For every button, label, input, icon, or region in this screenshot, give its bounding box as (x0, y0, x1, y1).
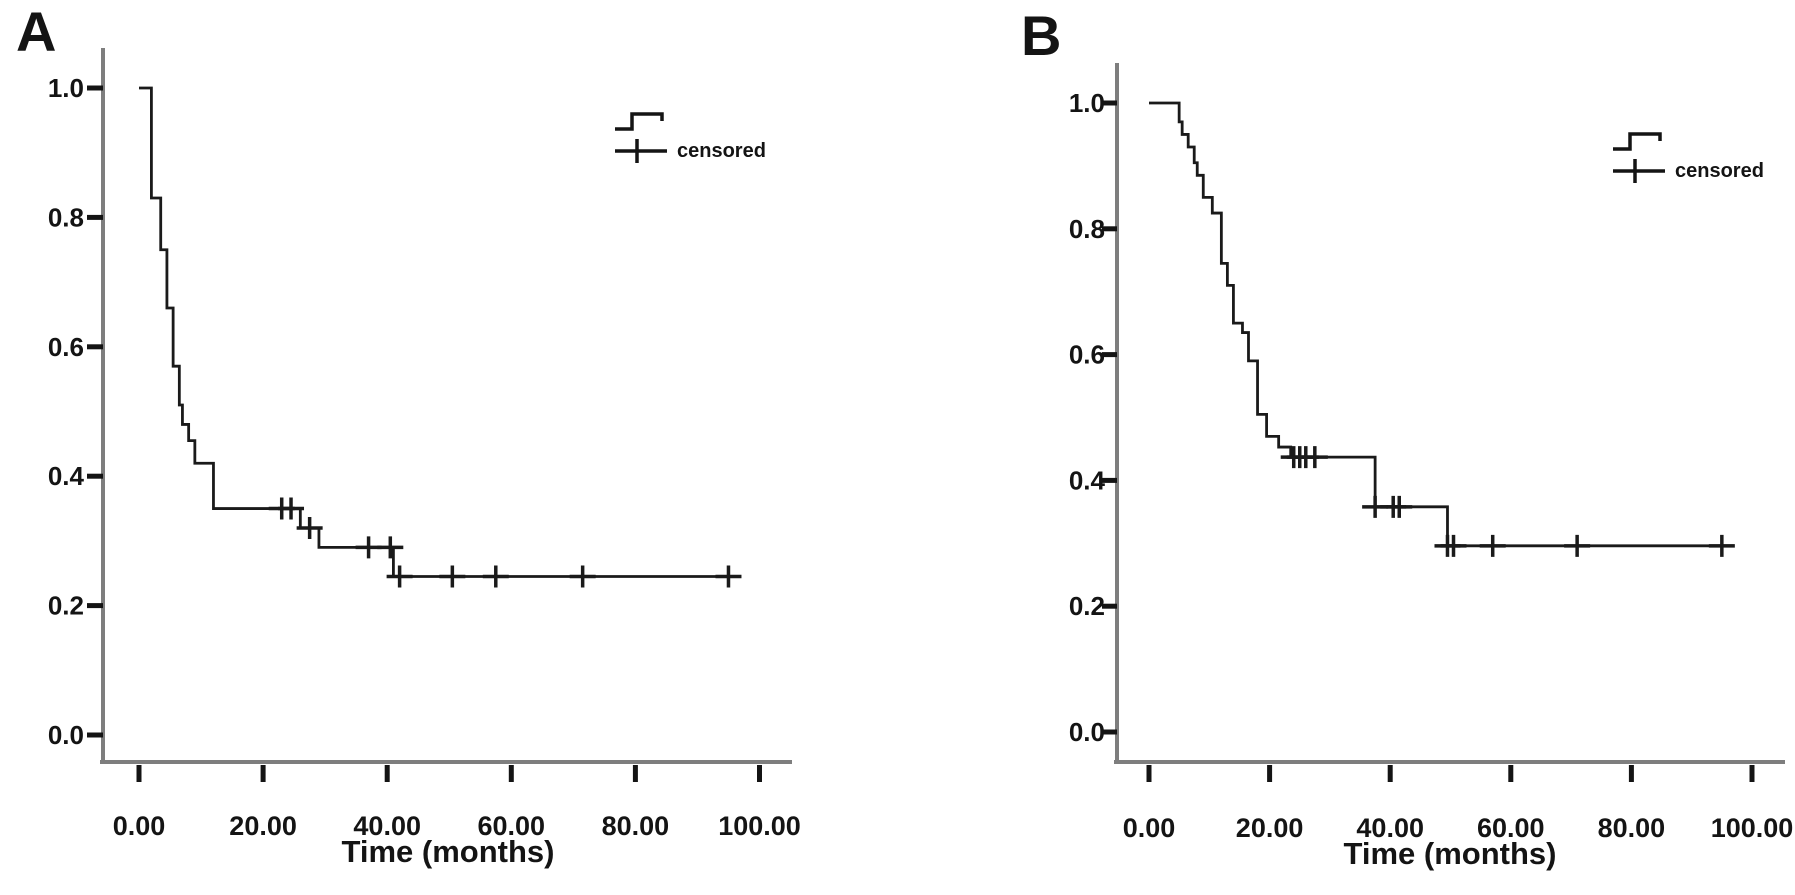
censored-plus-icon (1613, 159, 1665, 183)
y-tick-label: 0.8 (48, 202, 84, 232)
y-tick-label: 0.8 (1069, 214, 1105, 244)
panel-b-x-axis-title: Time (months) (1343, 836, 1557, 871)
y-tick-label: 0.6 (1069, 340, 1105, 370)
y-tick-label: 0.0 (1069, 717, 1105, 747)
censored-mark (1386, 495, 1413, 518)
y-tick-label: 0.2 (48, 591, 84, 621)
y-tick-label: 0.6 (48, 332, 84, 362)
x-tick-label: 40.00 (353, 811, 421, 841)
censored-mark (569, 565, 596, 588)
x-tick-label: 80.00 (1598, 813, 1666, 843)
survival-line-glyph-icon (1613, 132, 1662, 151)
survival-line-glyph-icon (615, 112, 664, 131)
legend-survival-line-row (1610, 126, 1764, 156)
panel-a-label: A (16, 0, 58, 63)
censored-mark (439, 565, 466, 588)
censored-mark (715, 565, 742, 588)
censored-mark (1564, 534, 1591, 557)
panel-a-x-axis-title: Time (months) (341, 834, 555, 869)
censored-mark (482, 565, 509, 588)
panel-b: B 1.0 0.8 0.6 0.4 0.2 0.0 0.00 20.00 40.00 60.00 8… (995, 0, 1795, 895)
censored-mark (278, 497, 305, 520)
legend-censored-row: censored (612, 136, 766, 166)
x-tick-label: 20.00 (229, 811, 297, 841)
y-tick-label: 1.0 (48, 73, 84, 103)
y-tick-label: 0.4 (48, 461, 85, 491)
panel-b-legend: censored (1610, 126, 1764, 186)
y-tick-label: 0.2 (1069, 591, 1105, 621)
censored-plus-icon (615, 139, 667, 163)
x-tick-label: 20.00 (1236, 813, 1304, 843)
x-tick-label: 80.00 (602, 811, 670, 841)
censored-mark (296, 516, 323, 539)
censored-mark (1479, 534, 1506, 557)
censored-label: censored (677, 139, 766, 162)
x-tick-label: 40.00 (1356, 813, 1424, 843)
x-tick-label: 60.00 (1477, 813, 1545, 843)
censored-mark (1440, 534, 1467, 557)
y-tick-label: 1.0 (1069, 88, 1105, 118)
y-tick-label: 0.4 (1069, 465, 1106, 495)
panel-a: A 1.0 0.8 0.6 0.4 0.2 0.0 0.00 20.00 40.00 60.00 8… (0, 0, 800, 895)
x-tick-label: 60.00 (478, 811, 546, 841)
panel-b-label: B (1021, 4, 1063, 67)
y-tick-label: 0.0 (48, 720, 84, 750)
censored-mark (377, 536, 404, 559)
panel-a-legend: censored (612, 106, 766, 166)
panel-a-survival-plot: 1.0 0.8 0.6 0.4 0.2 0.0 0.00 20.00 40.00 60.00 80.… (48, 48, 800, 841)
survival-curve (1149, 101, 1734, 548)
panel-b-survival-plot: 1.0 0.8 0.6 0.4 0.2 0.0 0.00 20.00 40.00 60.00 80.… (1069, 63, 1794, 843)
legend-censored-row: censored (1610, 156, 1764, 186)
x-tick-label: 0.00 (1123, 813, 1176, 843)
censored-mark (355, 536, 382, 559)
x-tick-label: 0.00 (113, 811, 166, 841)
legend-survival-line-row (612, 106, 766, 136)
x-tick-label: 100.00 (1711, 813, 1794, 843)
censored-mark (386, 565, 413, 588)
censored-label: censored (1675, 159, 1764, 182)
censored-mark (1301, 446, 1328, 469)
x-tick-label: 100.00 (718, 811, 800, 841)
censored-mark (1708, 534, 1735, 557)
